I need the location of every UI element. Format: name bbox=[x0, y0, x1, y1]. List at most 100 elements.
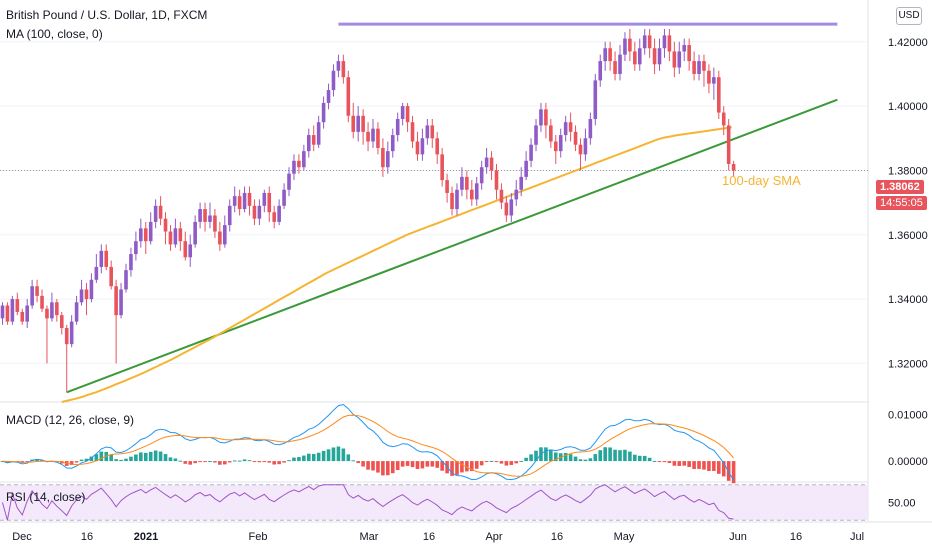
macd-histogram-bar bbox=[410, 461, 415, 468]
candle-body bbox=[198, 209, 202, 222]
candle-body bbox=[484, 157, 489, 168]
macd-histogram-bar bbox=[613, 449, 617, 462]
macd-histogram-bar bbox=[465, 461, 469, 472]
macd-line bbox=[2, 403, 735, 481]
macd-histogram-bar bbox=[262, 461, 267, 463]
macd-histogram-bar bbox=[420, 461, 425, 469]
chart-title: British Pound / U.S. Dollar, 1D, FXCM bbox=[6, 8, 208, 22]
candle-body bbox=[94, 266, 99, 280]
candle-body bbox=[726, 125, 731, 165]
candle-body bbox=[558, 135, 563, 152]
candle-body bbox=[163, 218, 168, 232]
candle-body bbox=[460, 176, 464, 190]
macd-histogram-bar bbox=[583, 459, 588, 462]
macd-histogram-bar bbox=[143, 452, 148, 462]
macd-histogram-bar bbox=[277, 461, 281, 465]
candle-body bbox=[657, 48, 662, 65]
macd-histogram-bar bbox=[702, 461, 706, 470]
macd-histogram-bar bbox=[25, 461, 29, 463]
candle-body bbox=[213, 215, 217, 232]
macd-histogram-bar bbox=[430, 461, 435, 467]
candle-body bbox=[134, 241, 138, 255]
candle-body bbox=[524, 160, 528, 177]
macd-histogram-bar bbox=[188, 461, 193, 465]
candle-body bbox=[662, 35, 667, 49]
candle-body bbox=[702, 61, 706, 71]
candle-body bbox=[99, 250, 104, 267]
trendline bbox=[66, 98, 838, 394]
candle-body bbox=[183, 241, 188, 258]
macd-histogram-bar bbox=[534, 450, 538, 462]
macd-histogram-bar bbox=[148, 451, 153, 462]
candle-body bbox=[647, 35, 652, 49]
candle-body bbox=[351, 115, 356, 132]
candle-body bbox=[129, 254, 133, 271]
macd-histogram-bar bbox=[514, 461, 519, 464]
macd-histogram-bar bbox=[203, 461, 207, 463]
macd-signal-line bbox=[2, 414, 734, 477]
candle-body bbox=[114, 286, 118, 316]
macd-histogram-bar bbox=[697, 461, 701, 469]
macd-histogram-bar bbox=[213, 461, 217, 463]
macd-histogram-bar bbox=[69, 461, 74, 466]
rsi-band bbox=[0, 484, 868, 521]
x-tick-label: 16 bbox=[81, 531, 93, 543]
macd-histogram-bar bbox=[573, 456, 578, 462]
candle-body bbox=[573, 131, 578, 145]
macd-histogram-bar bbox=[124, 458, 128, 462]
macd-histogram-bar bbox=[292, 457, 296, 462]
macd-histogram-bar bbox=[346, 454, 351, 462]
candle-body bbox=[549, 125, 553, 142]
macd-histogram-bar bbox=[89, 456, 94, 462]
candle-body bbox=[287, 173, 291, 190]
macd-histogram-bar bbox=[158, 451, 163, 462]
candle-body bbox=[405, 106, 410, 123]
candle-body bbox=[321, 102, 326, 123]
macd-histogram-bar bbox=[474, 461, 479, 469]
macd-histogram-bar bbox=[647, 457, 652, 462]
sma-annotation: 100-day SMA bbox=[722, 173, 801, 188]
macd-histogram-bar bbox=[232, 460, 237, 462]
candle-body bbox=[529, 144, 533, 161]
macd-histogram-bar bbox=[99, 451, 104, 462]
macd-histogram-bar bbox=[119, 459, 123, 462]
macd-histogram-bar bbox=[84, 458, 89, 462]
macd-histogram-bar bbox=[356, 461, 360, 464]
macd-histogram-bar bbox=[682, 461, 687, 466]
candle-body bbox=[311, 135, 316, 145]
countdown-tag: 14:55:05 bbox=[876, 196, 927, 210]
macd-histogram-bar bbox=[721, 461, 726, 477]
candle-body bbox=[445, 180, 449, 193]
candle-body bbox=[687, 45, 691, 62]
macd-histogram-bar bbox=[94, 454, 99, 462]
y-tick-label: 1.40000 bbox=[888, 101, 928, 113]
candle-body bbox=[593, 80, 598, 119]
macd-histogram-bar bbox=[223, 461, 227, 465]
macd-histogram-bar bbox=[361, 461, 365, 467]
candle-body bbox=[672, 51, 677, 68]
macd-histogram-bar bbox=[366, 461, 370, 470]
candle-body bbox=[677, 51, 682, 68]
y-tick-label: 1.36000 bbox=[888, 230, 928, 242]
candle-body bbox=[35, 286, 39, 296]
candle-body bbox=[139, 228, 143, 242]
macd-histogram-bar bbox=[386, 461, 390, 476]
macd-histogram-bar bbox=[563, 453, 568, 462]
candle-body bbox=[519, 176, 523, 190]
candle-body bbox=[232, 196, 237, 206]
candle-body bbox=[292, 160, 296, 174]
candle-body bbox=[306, 135, 311, 152]
macd-histogram-bar bbox=[321, 450, 326, 462]
candle-body bbox=[618, 54, 622, 74]
macd-histogram-bar bbox=[726, 461, 731, 481]
currency-button[interactable]: USD bbox=[896, 7, 922, 25]
macd-histogram-bar bbox=[652, 460, 657, 462]
candle-body bbox=[69, 321, 74, 345]
candle-body bbox=[440, 154, 444, 181]
candle-body bbox=[208, 215, 212, 222]
x-tick-label: Jun bbox=[729, 531, 747, 543]
x-tick-label: Jul bbox=[850, 531, 864, 543]
candle-body bbox=[534, 125, 538, 145]
macd-histogram-bar bbox=[692, 461, 696, 469]
macd-histogram-bar bbox=[731, 461, 736, 484]
